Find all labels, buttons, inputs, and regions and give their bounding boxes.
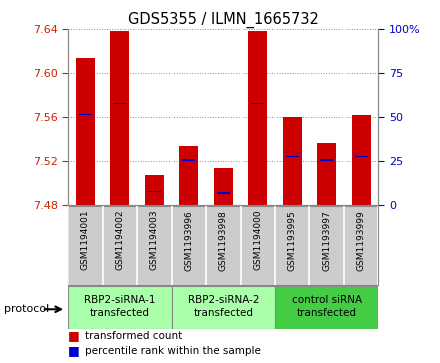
Bar xyxy=(214,168,233,205)
Text: RBP2-siRNA-2
transfected: RBP2-siRNA-2 transfected xyxy=(187,295,259,318)
Bar xyxy=(216,192,230,193)
Text: GSM1194000: GSM1194000 xyxy=(253,210,262,270)
Bar xyxy=(286,156,299,157)
Bar xyxy=(251,103,264,105)
Bar xyxy=(110,31,129,205)
Bar xyxy=(248,31,267,205)
Bar xyxy=(79,114,92,115)
Text: RBP2-siRNA-1
transfected: RBP2-siRNA-1 transfected xyxy=(84,295,156,318)
Bar xyxy=(76,58,95,205)
Bar xyxy=(113,103,127,105)
Text: GSM1193999: GSM1193999 xyxy=(357,210,366,270)
Bar xyxy=(148,191,161,192)
Text: percentile rank within the sample: percentile rank within the sample xyxy=(85,346,261,356)
Bar xyxy=(355,156,368,157)
Text: control siRNA
transfected: control siRNA transfected xyxy=(292,295,362,318)
Bar xyxy=(352,115,370,205)
Bar xyxy=(320,159,334,160)
Bar xyxy=(317,143,336,205)
Text: GSM1193997: GSM1193997 xyxy=(322,210,331,270)
Bar xyxy=(182,159,195,160)
Text: GSM1194003: GSM1194003 xyxy=(150,210,159,270)
Title: GDS5355 / ILMN_1665732: GDS5355 / ILMN_1665732 xyxy=(128,12,319,28)
Text: GSM1193995: GSM1193995 xyxy=(288,210,297,270)
Bar xyxy=(68,286,172,329)
Text: GSM1193996: GSM1193996 xyxy=(184,210,193,270)
Text: ■: ■ xyxy=(68,344,80,358)
Bar xyxy=(283,117,302,205)
Text: transformed count: transformed count xyxy=(85,331,182,341)
Text: ■: ■ xyxy=(68,329,80,342)
Text: GSM1194001: GSM1194001 xyxy=(81,210,90,270)
Text: GSM1193998: GSM1193998 xyxy=(219,210,228,270)
Text: protocol: protocol xyxy=(4,304,50,314)
Bar xyxy=(180,146,198,205)
Bar xyxy=(172,286,275,329)
Bar xyxy=(145,175,164,205)
Bar xyxy=(275,286,378,329)
Text: GSM1194002: GSM1194002 xyxy=(115,210,125,270)
